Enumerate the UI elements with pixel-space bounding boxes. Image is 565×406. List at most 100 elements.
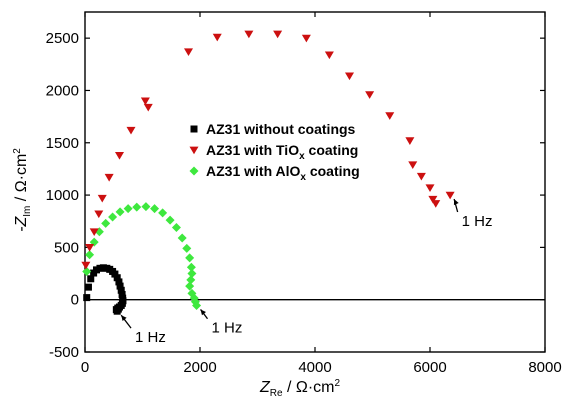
legend-label: AZ31 with AlOx coating	[206, 163, 360, 183]
data-point	[116, 282, 124, 290]
data-point	[187, 269, 197, 279]
data-point	[115, 207, 125, 217]
data-point	[114, 305, 122, 313]
legend-label-main: AZ31 with AlO	[206, 163, 300, 179]
y-tick-label: 0	[71, 292, 79, 309]
annotation-arrowhead	[453, 199, 459, 206]
data-point	[185, 253, 195, 263]
data-point	[132, 202, 142, 212]
data-point	[83, 294, 91, 302]
y-axis-title: -ZIm / Ω·cm2	[12, 148, 33, 232]
series-layer	[81, 30, 455, 315]
data-point	[150, 204, 160, 214]
data-point	[117, 286, 125, 294]
data-point	[212, 33, 222, 42]
data-point	[85, 250, 95, 260]
annotation-arrowhead	[200, 309, 207, 316]
data-point	[431, 200, 441, 208]
data-point	[428, 195, 438, 204]
data-point	[171, 223, 181, 233]
legend-marker	[189, 146, 199, 155]
data-point	[89, 228, 99, 236]
data-point	[165, 215, 175, 225]
plot-frame	[84, 11, 546, 353]
data-point	[111, 270, 119, 278]
x-tick-label: 2000	[183, 359, 216, 376]
data-point	[82, 266, 92, 276]
legend-label-sub: x	[300, 172, 306, 183]
x-axis-title-main: Z	[259, 379, 271, 396]
legend-label-main: AZ31 without coatings	[206, 121, 356, 137]
data-point	[123, 204, 133, 214]
data-point	[405, 137, 415, 145]
data-point	[115, 278, 123, 286]
data-point	[94, 210, 104, 219]
data-point	[108, 212, 118, 222]
x-tick-label: 4000	[298, 359, 331, 376]
data-point	[104, 173, 114, 182]
data-point	[101, 218, 111, 228]
data-point	[126, 126, 136, 135]
data-point	[158, 208, 168, 218]
data-point	[425, 184, 435, 193]
data-point	[244, 30, 254, 39]
y-tick-label: 1500	[46, 135, 79, 152]
data-point	[192, 300, 202, 310]
legend-label-suffix: coating	[305, 142, 359, 158]
series-tiox	[81, 30, 455, 270]
data-point	[365, 91, 375, 99]
data-point	[408, 161, 418, 170]
data-point	[385, 112, 395, 120]
data-point	[113, 274, 121, 282]
axes: 0 2000 4000 6000 8000-5000500100015002000250…	[46, 11, 562, 376]
x-axis-title-unit: / Ω·cm	[283, 379, 335, 396]
y-tick-label: 2000	[46, 82, 79, 99]
y-axis-title-unit: / Ω·cm	[13, 154, 30, 206]
legend-label-suffix: coating	[306, 163, 360, 179]
legend-label-sub: x	[299, 151, 305, 162]
annotation-arrowhead	[121, 315, 127, 322]
data-point	[416, 172, 426, 181]
data-point	[97, 194, 107, 203]
data-point	[324, 51, 334, 60]
data-point	[184, 48, 193, 57]
data-point	[445, 191, 455, 200]
legend-item-tiox: AZ31 with TiOx coating	[189, 142, 358, 162]
x-axis-title-sup: 2	[334, 378, 340, 389]
legend-item-uncoated: AZ31 without coatings	[190, 121, 356, 137]
y-axis-title-sub: Im	[22, 206, 33, 217]
legend-label: AZ31 with TiOx coating	[206, 142, 358, 162]
y-axis-title-prefix: -Z	[13, 216, 30, 232]
y-tick-label: 500	[54, 239, 79, 256]
annotation-label: 1 Hz	[135, 329, 166, 346]
data-point	[143, 103, 153, 112]
y-tick-label: 1000	[46, 187, 79, 204]
y-axis-title-sup: 2	[12, 148, 23, 154]
x-axis-title-sub: Re	[270, 388, 283, 399]
data-point	[186, 275, 196, 285]
data-point	[87, 275, 95, 283]
data-point	[118, 290, 126, 298]
data-point	[141, 202, 151, 212]
data-point	[185, 281, 195, 291]
data-point	[186, 262, 196, 272]
x-tick-label: 0	[81, 359, 89, 376]
x-tick-label: 6000	[413, 359, 446, 376]
data-point	[273, 30, 283, 39]
y-tick-label: 2500	[46, 30, 79, 47]
legend-marker	[190, 125, 198, 133]
series-uncoated	[83, 264, 127, 315]
legend-label-main: AZ31 with TiO	[206, 142, 299, 158]
legend-label: AZ31 without coatings	[206, 121, 356, 137]
x-tick-label: 8000	[528, 359, 561, 376]
data-point	[301, 34, 311, 43]
data-point	[115, 151, 124, 160]
series-alox	[82, 202, 202, 310]
x-axis-title: ZRe / Ω·cm2	[259, 378, 341, 399]
annotations: 1 Hz 1 Hz 1 Hz	[120, 198, 492, 346]
legend-marker	[189, 166, 199, 176]
y-tick-label: -500	[49, 344, 79, 361]
legend-item-alox: AZ31 with AlOx coating	[189, 163, 360, 183]
data-point	[84, 283, 92, 291]
